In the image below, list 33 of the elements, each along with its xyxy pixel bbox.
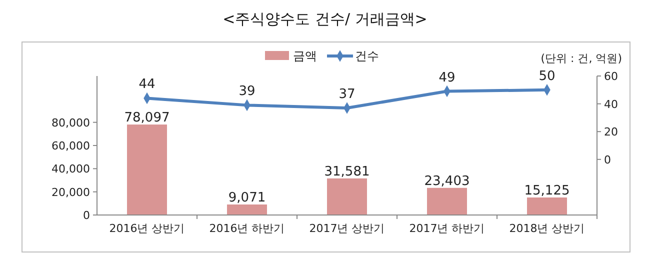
- data-label: 15,125: [524, 183, 570, 198]
- data-label: 50: [538, 68, 556, 84]
- y-tick-label: 20,000: [52, 186, 90, 199]
- bar: [227, 204, 267, 215]
- data-label: 37: [338, 86, 356, 102]
- y-tick-label: 40,000: [52, 162, 90, 176]
- y-tick-label: 0: [83, 209, 90, 222]
- text: (단위 : 건, 억원): [540, 52, 622, 65]
- legend-label: 건수: [355, 49, 379, 63]
- x-tick-label: 2017년 하반기: [409, 222, 485, 235]
- y-tick-label: 60,000: [52, 140, 90, 152]
- data-label: 23,403: [424, 174, 470, 189]
- y-tick-label: 80,000: [52, 116, 90, 130]
- chart-title: <주식양수도 건수/ 거래금액>: [222, 10, 428, 28]
- bar: [327, 178, 367, 215]
- y2-tick-label: 60: [604, 70, 618, 83]
- data-label: 9,071: [228, 190, 266, 206]
- data-label: 49: [438, 70, 456, 86]
- bar: [127, 124, 167, 215]
- bar: [427, 188, 467, 215]
- x-tick-label: 2016년 상반기: [109, 222, 185, 235]
- data-label: 78,097: [124, 110, 170, 126]
- y2-tick-label: 40: [604, 98, 618, 111]
- data-label: 44: [138, 77, 156, 92]
- bar: [527, 197, 567, 215]
- legend-label: 금액: [293, 49, 317, 63]
- data-label: 31,581: [324, 164, 370, 180]
- x-tick-label: 2017년 상반기: [309, 222, 385, 235]
- y2-tick-label: 20: [604, 126, 618, 139]
- data-label: 39: [238, 84, 256, 100]
- x-tick-label: 2016년 하반기: [209, 222, 285, 235]
- x-tick-label: 2018년 상반기: [509, 222, 585, 235]
- y2-tick-label: 0: [604, 153, 611, 166]
